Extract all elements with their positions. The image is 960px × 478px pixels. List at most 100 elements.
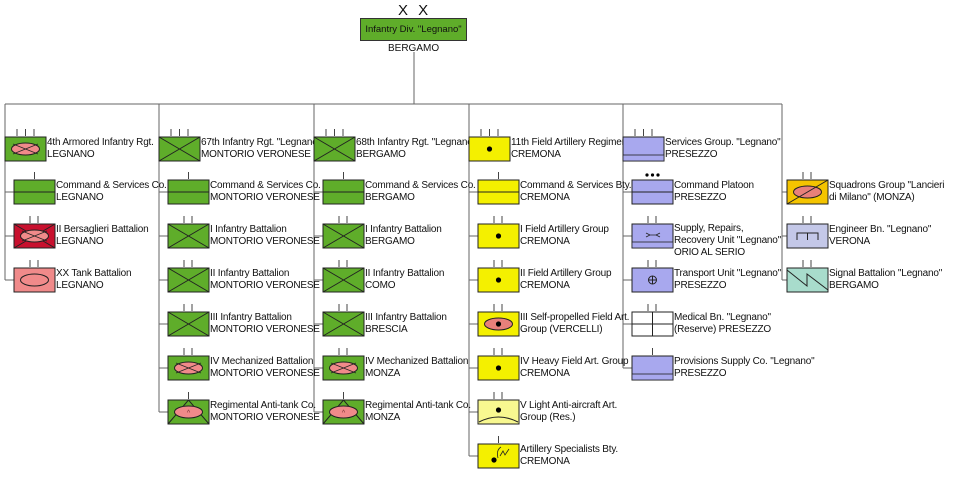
unit-line-3: ORIO AL SERIO — [674, 247, 745, 258]
unit-label: III Self-propelled Field Art. Group (VERC… — [520, 312, 629, 336]
unit-label: Signal Battalion "Legnano" BERGAMO — [829, 268, 942, 292]
unit-label: II Field Artillery Group CREMONA — [520, 268, 612, 292]
regiment-label: 11th Field Artillery Regiment CREMONA — [511, 137, 630, 161]
unit-line-1: Transport Unit "Legnano" — [674, 268, 781, 279]
unit-line-2: PRESEZZO — [674, 280, 727, 291]
unit-line-2: Group (VERCELLI) — [520, 324, 603, 335]
infantry-icon — [167, 260, 210, 298]
unit-label: III Infantry Battalion BRESCIA — [365, 312, 447, 336]
services-icon — [622, 129, 665, 167]
cavalry-icon — [786, 172, 829, 210]
regiment-label: 67th Infantry Rgt. "Legnano" MONTORIO VER… — [201, 137, 321, 161]
unit-line-1: Engineer Bn. "Legnano" — [829, 224, 932, 235]
unit-line-1: Provisions Supply Co. "Legnano" — [674, 356, 815, 367]
unit-line-1: V Light Anti-aircraft Art. — [520, 400, 618, 411]
engineer-icon — [786, 216, 829, 254]
unit-line-1: Command & Services Co. — [56, 180, 167, 191]
unit-line-2: PRESEZZO — [674, 368, 727, 379]
unit-label: IV Mechanized Battalion MONTORIO VERONESE — [210, 356, 320, 380]
unit-label: I Infantry Battalion BERGAMO — [365, 224, 442, 248]
unit-line-2: CREMONA — [520, 236, 570, 247]
regiment-label: 4th Armored Infantry Rgt. LEGNANO — [47, 137, 154, 161]
unit-label: XX Tank Battalion LEGNANO — [56, 268, 132, 292]
infantry-icon — [322, 260, 365, 298]
unit-label: Transport Unit "Legnano" PRESEZZO — [674, 268, 781, 292]
unit-line-1: II Bersaglieri Battalion — [56, 224, 149, 235]
command-platoon-icon — [631, 172, 674, 210]
unit-label: Engineer Bn. "Legnano" VERONA — [829, 224, 931, 248]
unit-line-2: CREMONA — [520, 456, 570, 467]
bersaglieri-icon — [13, 216, 56, 254]
unit-line-2: BERGAMO — [365, 236, 415, 247]
unit-line-2: di Milano" (MONZA) — [829, 192, 915, 203]
unit-line-2: BRESCIA — [365, 324, 408, 335]
unit-line-2: CREMONA — [520, 368, 570, 379]
unit-label: III Infantry Battalion MONTORIO VERONESE — [210, 312, 320, 336]
svg-text:^: ^ — [187, 410, 191, 417]
regiment-label: 68th Infantry Rgt. "Legnano" BERGAMO — [356, 137, 476, 161]
infantry-icon — [322, 216, 365, 254]
artillery-icon — [468, 129, 511, 167]
infantry-icon — [167, 216, 210, 254]
unit-line-1: III Self-propelled Field Art. — [520, 312, 630, 323]
unit-line-2: LEGNANO — [56, 236, 104, 247]
unit-line-2: Group (Res.) — [520, 412, 576, 423]
unit-label: I Field Artillery Group CREMONA — [520, 224, 609, 248]
unit-label: II Infantry Battalion MONTORIO VERONESE — [210, 268, 320, 292]
artillery-hq-icon — [477, 172, 520, 210]
infantry-icon — [322, 304, 365, 342]
unit-line-1: I Field Artillery Group — [520, 224, 609, 235]
unit-label: Medical Bn. "Legnano" (Reserve) PRESEZZO — [674, 312, 771, 336]
unit-line-2: BERGAMO — [356, 149, 406, 160]
unit-line-2: COMO — [365, 280, 396, 291]
artillery-specialists-icon — [477, 436, 520, 474]
unit-line-2: BERGAMO — [365, 192, 415, 203]
unit-label: IV Heavy Field Art. Group CREMONA — [520, 356, 629, 380]
unit-label: Command & Services Co. BERGAMO — [365, 180, 476, 204]
unit-label: V Light Anti-aircraft Art. Group (Res.) — [520, 400, 617, 424]
unit-label: Supply, Repairs, Recovery Unit "Legnano" O… — [674, 223, 781, 259]
unit-line-1: II Infantry Battalion — [210, 268, 290, 279]
unit-line-2: MONTORIO VERONESE — [210, 192, 320, 203]
sp-artillery-icon — [477, 304, 520, 342]
unit-line-1: I Infantry Battalion — [365, 224, 442, 235]
unit-line-1: IV Heavy Field Art. Group — [520, 356, 629, 367]
unit-label: Regimental Anti-tank Co. MONTORIO VERONES… — [210, 400, 320, 424]
unit-line-1: Command & Services Bty. — [520, 180, 632, 191]
unit-label: II Infantry Battalion COMO — [365, 268, 444, 292]
unit-line-1: 4th Armored Infantry Rgt. — [47, 137, 154, 148]
mechanized-icon — [167, 348, 210, 386]
unit-line-1: IV Mechanized Battalion — [365, 356, 469, 367]
unit-line-1: III Infantry Battalion — [210, 312, 292, 323]
unit-line-2: PRESEZZO — [665, 149, 718, 160]
infantry-icon — [313, 129, 356, 167]
unit-line-2: MONZA — [365, 412, 401, 423]
artillery-icon — [477, 260, 520, 298]
unit-line-1: Squadrons Group "Lancieri — [829, 180, 945, 191]
unit-label: Command Platoon PRESEZZO — [674, 180, 754, 204]
unit-line-2: CREMONA — [520, 280, 570, 291]
unit-line-1: 67th Infantry Rgt. "Legnano" — [201, 137, 321, 148]
armored-infantry-icon — [4, 129, 47, 167]
division-city: BERGAMO — [388, 43, 440, 54]
unit-line-2: BERGAMO — [829, 280, 879, 291]
unit-line-2: MONTORIO VERONESE — [210, 324, 320, 335]
unit-line-2: LEGNANO — [56, 280, 104, 291]
unit-line-1: Services Group. "Legnano" — [665, 137, 781, 148]
unit-line-1: Medical Bn. "Legnano" — [674, 312, 771, 323]
unit-label: IV Mechanized Battalion MONZA — [365, 356, 468, 380]
antitank-icon: ^ — [322, 392, 365, 430]
unit-line-1: Artillery Specialists Bty. — [520, 444, 618, 455]
unit-label: Artillery Specialists Bty. CREMONA — [520, 444, 618, 468]
unit-label: Command & Services Co. MONTORIO VERONESE — [210, 180, 321, 204]
aa-artillery-icon — [477, 392, 520, 430]
division-box: Infantry Div. "Legnano" — [360, 18, 467, 41]
unit-line-2: MONTORIO VERONESE — [210, 280, 320, 291]
medical-icon — [631, 304, 674, 342]
unit-line-2: PRESEZZO — [674, 192, 727, 203]
unit-line-1: Signal Battalion "Legnano" — [829, 268, 943, 279]
antitank-icon: ^ — [167, 392, 210, 430]
unit-line-1: Command & Services Co. — [210, 180, 321, 191]
unit-line-2: CREMONA — [520, 192, 570, 203]
